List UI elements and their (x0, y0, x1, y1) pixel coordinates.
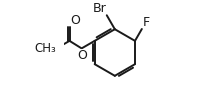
Text: Br: Br (93, 2, 106, 15)
Text: F: F (142, 16, 149, 29)
Text: O: O (70, 14, 80, 27)
Text: CH₃: CH₃ (35, 42, 56, 55)
Text: O: O (77, 49, 87, 62)
